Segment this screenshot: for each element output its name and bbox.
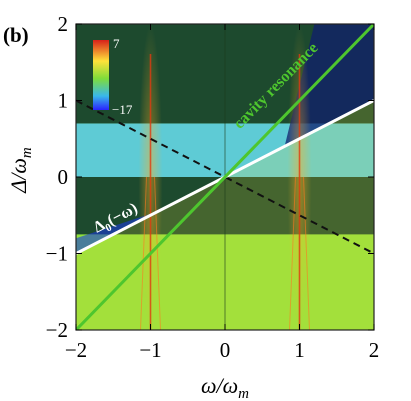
colorbar-max-label: 7 bbox=[113, 36, 120, 51]
y-tick-label: 1 bbox=[58, 89, 69, 113]
x-tick-label: −1 bbox=[139, 338, 161, 362]
axis-ticks bbox=[75, 23, 375, 331]
dashed-line bbox=[76, 99, 374, 255]
detuning-label-sub: 0 bbox=[104, 221, 115, 234]
y-axis-label: Δ/ωm bbox=[6, 147, 35, 194]
x-tick-label: 1 bbox=[294, 338, 305, 362]
cavity-resonance-line bbox=[76, 24, 374, 330]
x-axis-label-sub: m bbox=[238, 386, 249, 401]
y-tick-label: 2 bbox=[58, 12, 69, 36]
colorbar-min-label: −17 bbox=[112, 102, 133, 117]
x-axis-label-main: ω/ω bbox=[201, 373, 238, 398]
x-axis-label: ω/ωm bbox=[201, 373, 249, 401]
y-tick-labels: −2 −1 0 1 2 bbox=[46, 12, 68, 342]
y-axis-label-main: Δ/ω bbox=[6, 158, 31, 194]
panel-label: (b) bbox=[3, 23, 29, 47]
resonance-columns bbox=[138, 24, 312, 330]
x-tick-label: 2 bbox=[369, 338, 380, 362]
resonance-column-branch bbox=[289, 176, 296, 330]
x-tick-label: −2 bbox=[65, 338, 87, 362]
x-tick-labels: −2 −1 0 1 2 bbox=[65, 338, 379, 362]
y-tick-label: −1 bbox=[46, 242, 68, 266]
resonance-column-branch bbox=[303, 176, 310, 330]
x-tick-label: 0 bbox=[220, 338, 231, 362]
resonance-column-branch bbox=[140, 176, 147, 330]
colorbar bbox=[93, 40, 109, 110]
plot-area bbox=[76, 24, 374, 330]
y-tick-label: 0 bbox=[58, 165, 69, 189]
y-axis-label-sub: m bbox=[19, 147, 35, 158]
resonance-column-branch bbox=[154, 176, 161, 330]
y-tick-label: −2 bbox=[46, 318, 68, 342]
